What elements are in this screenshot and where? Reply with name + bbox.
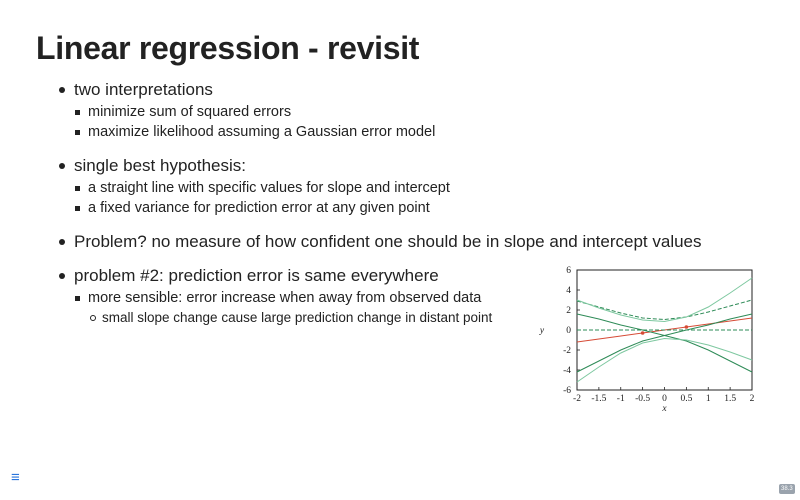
menu-icon[interactable]: ≡ — [11, 469, 20, 486]
slide-title: Linear regression - revisit — [36, 30, 420, 66]
disc-bullet-icon — [59, 87, 65, 93]
y-tick-label: 0 — [566, 326, 571, 336]
bullet-text: single best hypothesis: — [74, 156, 246, 175]
bullet-item: problem #2: prediction error is same eve… — [55, 266, 755, 286]
sub-bullet-text: maximize likelihood assuming a Gaussian … — [88, 124, 436, 140]
x-tick-label: 0 — [662, 394, 667, 404]
y-tick-label: -6 — [563, 386, 571, 396]
bullet-item: two interpretations — [55, 80, 755, 100]
square-bullet-icon — [75, 296, 80, 301]
sub-bullet-item: a fixed variance for prediction error at… — [73, 199, 755, 217]
x-tick-label: 0.5 — [680, 394, 692, 404]
sub-bullet-item: minimize sum of squared errors — [73, 103, 755, 121]
bullet-text: two interpretations — [74, 80, 213, 99]
x-tick-label: -1.5 — [591, 394, 606, 404]
sub-bullet-text: minimize sum of squared errors — [88, 104, 292, 120]
x-axis-label: x — [661, 404, 667, 414]
x-tick-label: -0.5 — [635, 394, 650, 404]
series-line — [576, 299, 753, 321]
x-tick-label: 1 — [706, 394, 711, 404]
sub-bullet-item: more sensible: error increase when away … — [73, 289, 755, 307]
series-line — [576, 313, 753, 373]
sub-sub-bullet-text: small slope change cause large predictio… — [102, 310, 493, 325]
sub-bullet-text: a straight line with specific values for… — [88, 180, 450, 196]
bullet-item: Problem? no measure of how confident one… — [55, 232, 755, 252]
square-bullet-icon — [75, 130, 80, 135]
sub-bullet-text: a fixed variance for prediction error at… — [88, 200, 430, 216]
y-tick-label: 6 — [566, 266, 571, 276]
disc-bullet-icon — [59, 163, 65, 169]
series-line — [576, 337, 753, 383]
sub-sub-bullet-item: small slope change cause large predictio… — [88, 310, 755, 326]
y-axis-label: y — [539, 326, 545, 336]
square-bullet-icon — [75, 186, 80, 191]
sub-bullet-item: maximize likelihood assuming a Gaussian … — [73, 123, 755, 141]
series-line — [576, 277, 753, 323]
x-tick-label: -1 — [617, 394, 625, 404]
circle-bullet-icon — [90, 315, 96, 321]
x-tick-label: 1.5 — [724, 394, 736, 404]
regression-plot: -2 -1.5 -1 -0.5 0 0.5 1 1.5 2 -6 -4 -2 0 2 4 6 x y — [539, 266, 755, 414]
y-tick-label: 2 — [566, 306, 571, 316]
data-point — [684, 325, 689, 329]
sub-bullet-text: more sensible: error increase when away … — [88, 290, 482, 306]
series-line — [576, 313, 753, 373]
data-point — [640, 331, 645, 335]
bullet-text: Problem? no measure of how confident one… — [74, 232, 702, 251]
disc-bullet-icon — [59, 239, 65, 245]
sub-bullet-item: a straight line with specific values for… — [73, 179, 755, 197]
y-tick-label: -4 — [563, 366, 571, 376]
disc-bullet-icon — [59, 273, 65, 279]
slide-number: 38.3 — [779, 484, 795, 494]
bullet-text: problem #2: prediction error is same eve… — [74, 266, 439, 285]
square-bullet-icon — [75, 206, 80, 211]
x-tick-label: -2 — [573, 394, 581, 404]
bullet-item: single best hypothesis: — [55, 156, 755, 176]
square-bullet-icon — [75, 110, 80, 115]
y-tick-label: -2 — [563, 346, 571, 356]
x-tick-label: 2 — [750, 394, 755, 404]
y-tick-label: 4 — [566, 286, 571, 296]
bullet-list: two interpretations minimize sum of squa… — [55, 80, 755, 326]
